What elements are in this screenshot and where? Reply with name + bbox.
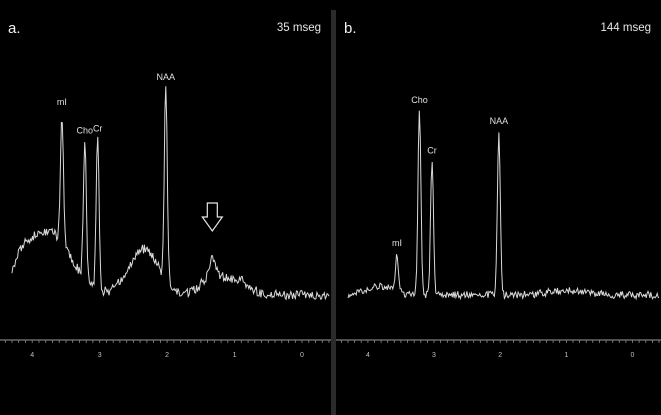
spectrum-panel-a: mI Cho Cr NAA 4 3 2 1 0 a. 35 mseg	[0, 10, 331, 415]
x-tick-label: 0	[300, 352, 304, 359]
spectrum-plot-a: mI Cho Cr NAA 4 3 2 1 0	[0, 72, 331, 359]
x-tick-label: 3	[98, 352, 102, 359]
panel-label: a.	[8, 20, 21, 37]
x-tick-label: 4	[366, 352, 370, 359]
peak-label-cr: Cr	[427, 146, 437, 156]
x-tick-label: 2	[165, 352, 169, 359]
arrow-down-icon	[201, 202, 224, 233]
spectrum-line	[347, 110, 660, 301]
spectrum-panel-b: mI Cho Cr NAA 4 3 2 1 0 b. 144 mseg	[336, 10, 661, 415]
echo-time-label: 144 mseg	[600, 22, 651, 34]
peak-label-mi: mI	[57, 97, 67, 107]
peak-label-cho: Cho	[411, 95, 428, 105]
x-tick-label: 4	[30, 352, 34, 359]
panel-divider	[331, 10, 336, 415]
x-tick-label: 1	[233, 352, 237, 359]
spectrum-line	[11, 86, 330, 301]
peak-label-mi: mI	[392, 238, 402, 248]
echo-time-label: 35 mseg	[276, 22, 321, 34]
peak-label-naa: NAA	[490, 116, 509, 126]
x-tick-label: 1	[564, 352, 568, 359]
x-tick-label: 0	[631, 352, 635, 359]
panel-label: b.	[344, 20, 357, 37]
peak-label-cr: Cr	[93, 123, 103, 133]
spectrum-plot-b: mI Cho Cr NAA 4 3 2 1 0	[336, 95, 661, 359]
x-tick-label: 3	[432, 352, 436, 359]
peak-label-naa: NAA	[157, 72, 176, 82]
x-tick-label: 2	[498, 352, 502, 359]
peak-label-cho: Cho	[77, 125, 94, 135]
